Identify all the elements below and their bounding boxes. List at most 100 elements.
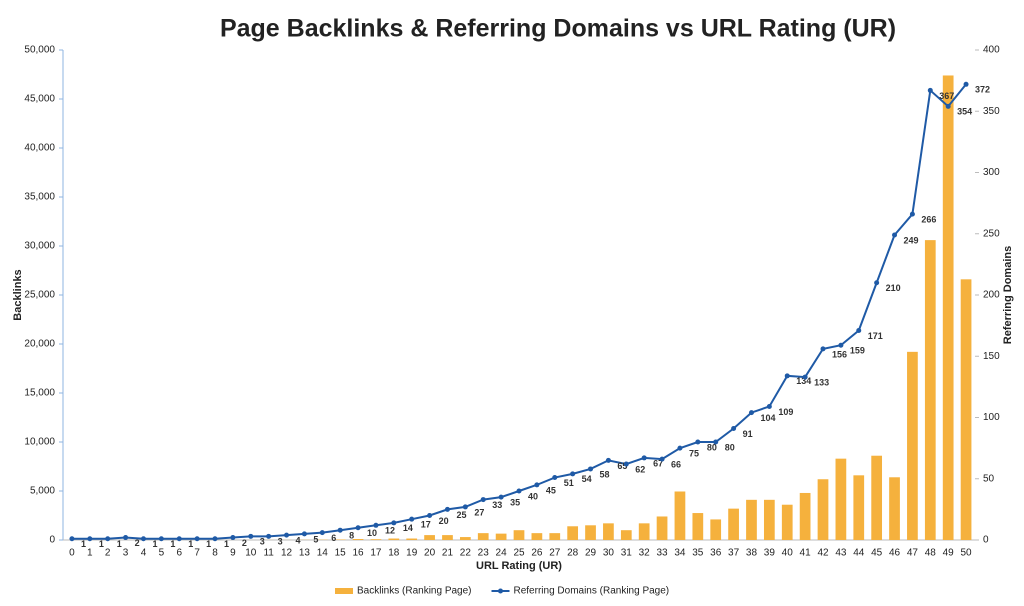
- x-tick-label: 16: [352, 548, 364, 559]
- bar: [889, 477, 900, 540]
- bar: [835, 458, 847, 540]
- x-tick-label: 27: [549, 548, 561, 559]
- line-point: [802, 374, 808, 380]
- data-label: 1: [152, 539, 157, 549]
- data-label: 2: [135, 538, 140, 548]
- data-label: 266: [921, 215, 936, 225]
- y-tick-label: 5,000: [30, 486, 55, 497]
- bar: [763, 499, 775, 540]
- x-tick-label: 5: [159, 548, 165, 559]
- data-label: 104: [760, 413, 775, 423]
- legend-swatch: [498, 588, 503, 594]
- x-tick-label: 25: [513, 548, 525, 559]
- bar: [495, 533, 507, 540]
- line-point: [731, 426, 737, 432]
- x-tick-label: 18: [388, 548, 400, 559]
- x-tick-label: 3: [123, 548, 129, 559]
- line-point: [748, 410, 754, 416]
- x-tick-label: 35: [692, 548, 704, 559]
- bar: [549, 533, 561, 540]
- x-tick-label: 9: [230, 548, 236, 559]
- bar: [799, 492, 811, 540]
- y-tick-label: 10,000: [24, 437, 55, 448]
- bar: [960, 279, 972, 540]
- y2-tick-label: 300: [983, 167, 1000, 178]
- data-label: 3: [260, 537, 265, 547]
- line-point: [194, 536, 200, 542]
- line-point: [945, 103, 951, 109]
- y-tick-label: 50,000: [24, 45, 55, 56]
- bar: [620, 530, 632, 540]
- data-label: 17: [421, 520, 431, 530]
- line-point: [874, 280, 880, 286]
- x-tick-label: 42: [817, 548, 829, 559]
- data-label: 45: [546, 485, 556, 495]
- data-label: 40: [528, 491, 538, 501]
- data-label: 14: [403, 523, 413, 533]
- line-point: [659, 456, 665, 462]
- x-tick-label: 21: [442, 548, 454, 559]
- line-point: [784, 373, 790, 379]
- data-label: 1: [188, 539, 193, 549]
- data-label: 3: [278, 537, 283, 547]
- x-tick-label: 4: [141, 548, 147, 559]
- x-tick-label: 44: [853, 548, 865, 559]
- line-point: [838, 342, 844, 348]
- bar: [853, 475, 865, 540]
- bar: [871, 455, 883, 540]
- data-label: 2: [242, 538, 247, 548]
- data-label: 20: [439, 516, 449, 526]
- bar: [388, 538, 400, 540]
- x-tick-label: 8: [212, 548, 218, 559]
- bar: [942, 75, 954, 540]
- bar: [656, 516, 668, 540]
- data-label: 12: [385, 526, 395, 536]
- line-point: [373, 522, 379, 528]
- data-label: 1: [99, 539, 104, 549]
- x-tick-label: 10: [245, 548, 257, 559]
- line-point: [427, 513, 433, 518]
- bar: [585, 525, 596, 540]
- line-point: [516, 488, 522, 494]
- line-point: [444, 506, 450, 512]
- line-point: [337, 527, 343, 533]
- x-tick-label: 11: [263, 548, 274, 559]
- x-tick-label: 1: [87, 548, 93, 559]
- bar: [459, 537, 471, 540]
- x-tick-label: 2: [105, 548, 111, 559]
- bar: [817, 479, 829, 540]
- bar: [442, 535, 453, 540]
- line-point: [176, 536, 182, 542]
- data-label: 4: [296, 535, 301, 545]
- data-label: 6: [331, 533, 336, 543]
- data-label: 249: [904, 235, 919, 245]
- y-tick-label: 15,000: [24, 388, 55, 399]
- x-tick-label: 22: [460, 548, 472, 559]
- x-axis-title: URL Rating (UR): [476, 560, 562, 572]
- line-point: [820, 346, 826, 352]
- y2-tick-label: 200: [983, 290, 1000, 301]
- data-label: 159: [850, 346, 865, 356]
- data-label: 58: [600, 469, 610, 479]
- y2-tick-label: 150: [983, 351, 1000, 362]
- y2-tick-label: 100: [983, 412, 1000, 423]
- x-tick-label: 47: [907, 548, 919, 559]
- x-tick-label: 19: [406, 548, 418, 559]
- line-point: [605, 457, 611, 463]
- x-tick-label: 13: [299, 548, 311, 559]
- line-point: [409, 516, 415, 522]
- data-label: 354: [957, 107, 972, 117]
- data-label: 372: [975, 85, 990, 95]
- line-point: [69, 536, 75, 542]
- data-label: 134: [796, 376, 811, 386]
- line-point: [248, 533, 254, 539]
- x-tick-label: 34: [674, 548, 686, 559]
- y-axis-title: Backlinks: [12, 269, 24, 320]
- data-label: 10: [367, 528, 377, 538]
- line-point: [856, 328, 862, 334]
- x-tick-label: 7: [194, 548, 200, 559]
- line-point: [123, 535, 129, 541]
- line-point: [963, 81, 969, 87]
- y2-tick-label: 400: [983, 45, 1000, 56]
- x-tick-label: 39: [764, 548, 776, 559]
